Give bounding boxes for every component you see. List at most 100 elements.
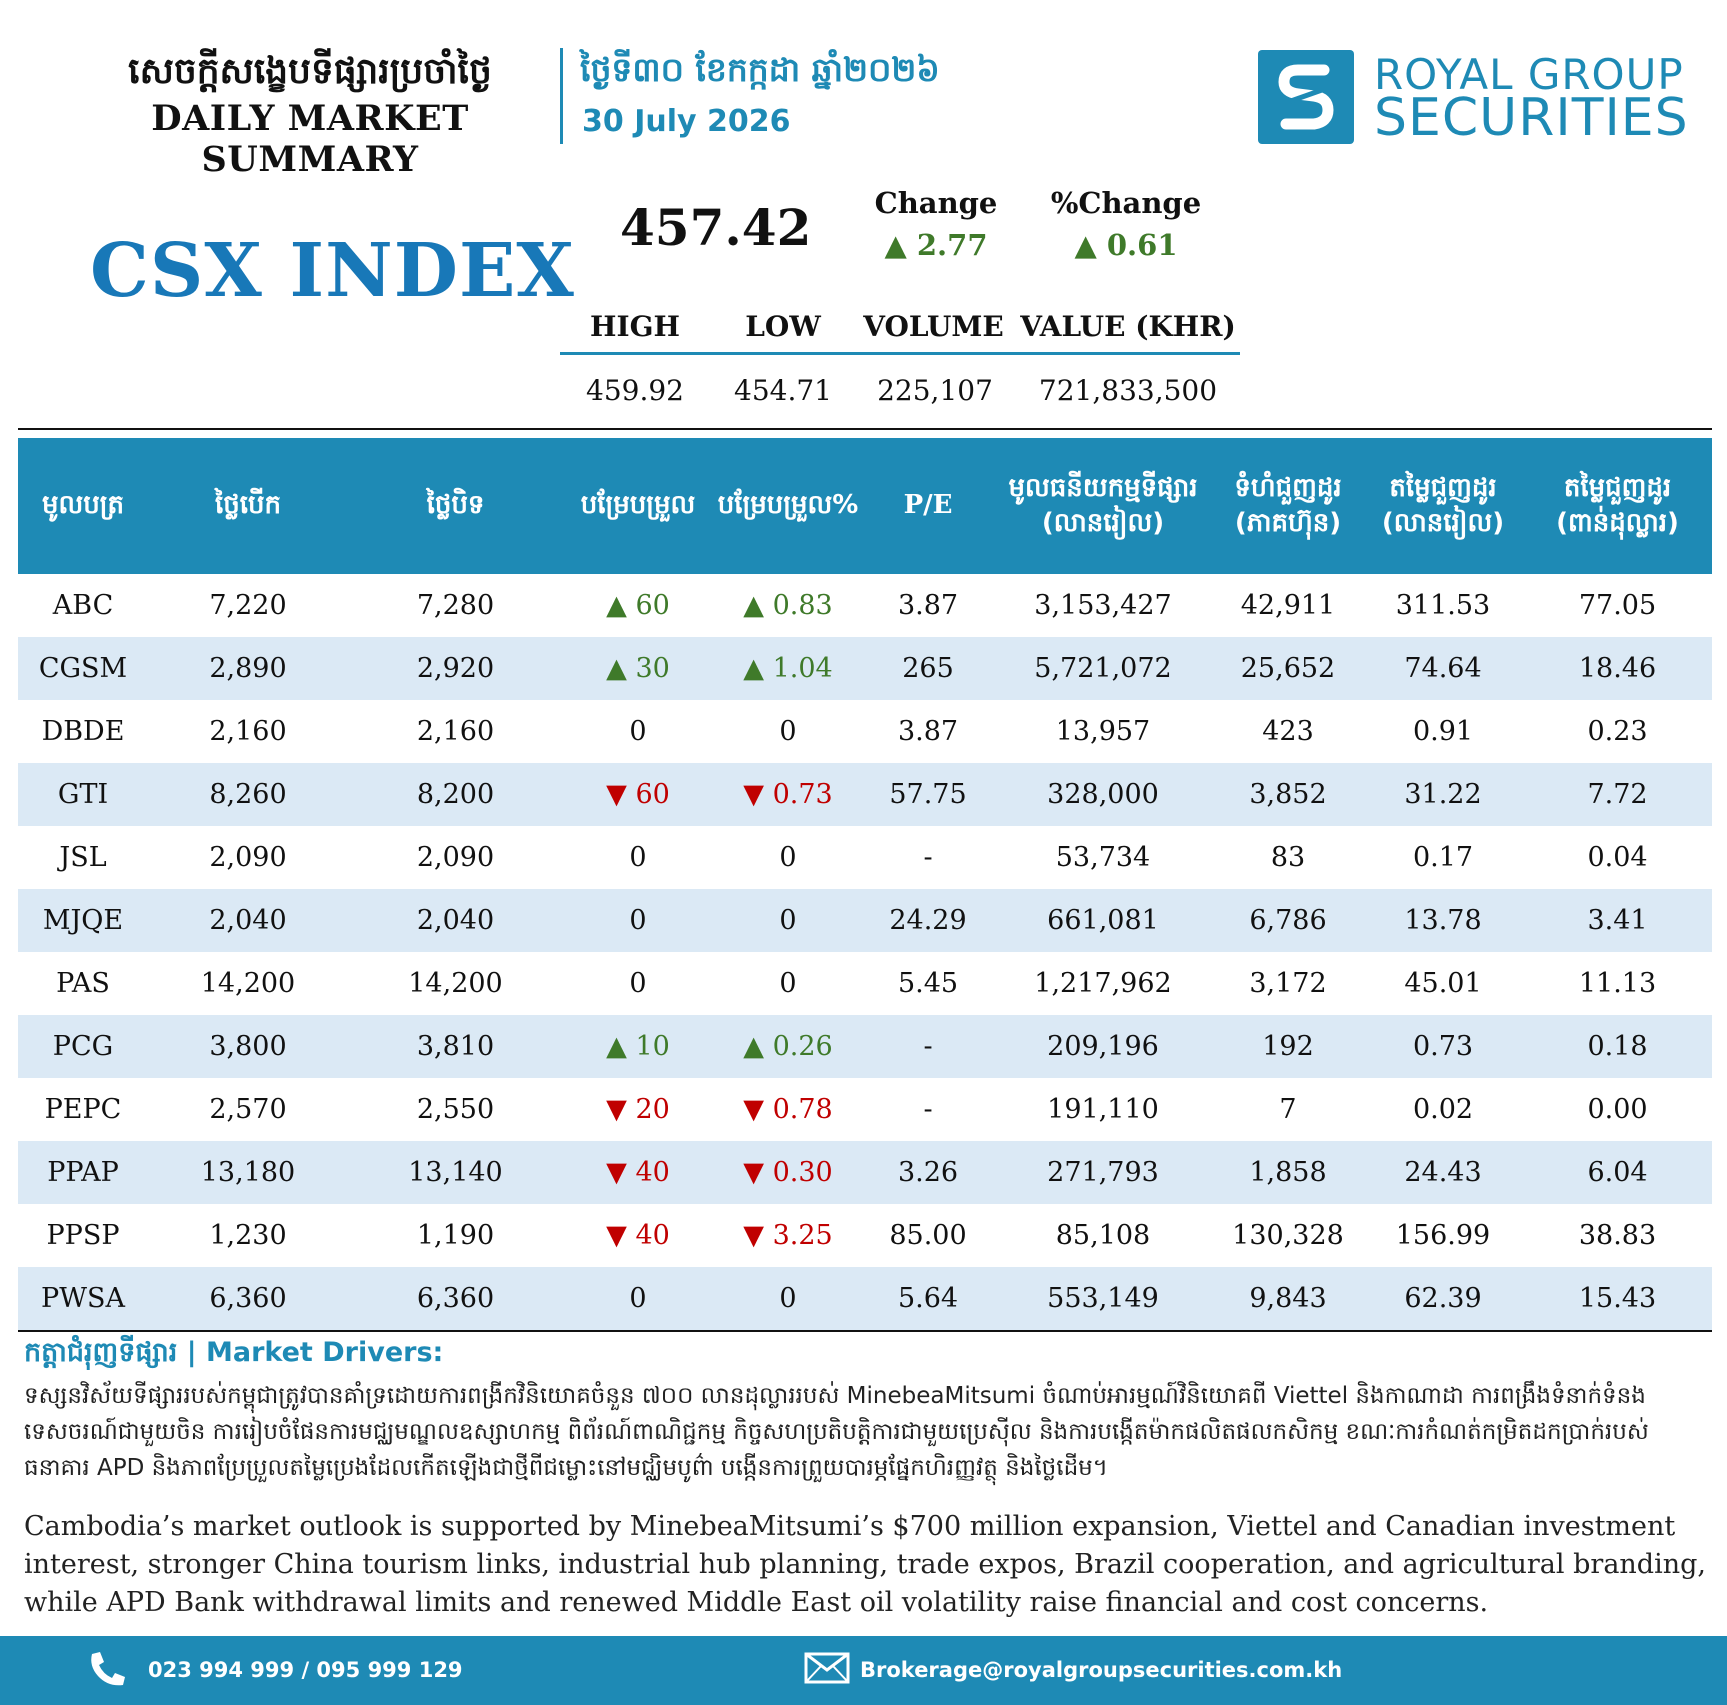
cell-vol: 25,652	[1240, 653, 1336, 684]
change-value: ▲ 2.77	[884, 228, 988, 262]
cell-pct: 0	[779, 968, 797, 999]
cell-val-usd: 38.83	[1578, 1220, 1657, 1251]
cell-close: 2,090	[416, 842, 495, 873]
cell-change: ▲ 30	[606, 653, 670, 684]
cell-close: 2,920	[416, 653, 495, 684]
value-khr-value: 721,833,500	[1038, 374, 1218, 407]
cell-val-riel: 24.43	[1404, 1157, 1482, 1188]
table-row: MJQE 2,040 2,040 0 0 24.29 661,081 6,786 13.78 3.…	[18, 889, 1712, 952]
cell-val-riel: 62.39	[1404, 1283, 1482, 1314]
cell-pe: 265	[902, 653, 954, 684]
cell-vol: 7	[1279, 1094, 1297, 1125]
cell-val-riel: 13.78	[1404, 905, 1482, 936]
cell-mcap: 1,217,962	[1034, 968, 1172, 999]
cell-pct: ▲ 1.04	[743, 653, 833, 684]
high-label: HIGH	[590, 310, 680, 343]
header-value-riel: តម្លៃជួញដូរ (លានរៀល)	[1381, 472, 1505, 538]
cell-pct: ▼ 3.25	[743, 1220, 833, 1251]
header-symbol: មូលបត្រ	[41, 490, 124, 521]
cell-mcap: 3,153,427	[1034, 590, 1172, 621]
cell-close: 8,200	[416, 779, 495, 810]
cell-vol: 1,858	[1249, 1157, 1327, 1188]
table-bottom-rule	[18, 1330, 1712, 1332]
cell-close: 14,200	[408, 968, 503, 999]
header-volume: ទំហំជួញដូរ (ភាគហ៊ុន)	[1234, 472, 1342, 538]
cell-pe: -	[923, 842, 933, 873]
cell-val-riel: 0.17	[1412, 842, 1474, 873]
low-label: LOW	[745, 310, 821, 343]
cell-change: ▼ 40	[606, 1220, 670, 1251]
cell-change: 0	[629, 1283, 647, 1314]
cell-pe: 57.75	[889, 779, 967, 810]
cell-open: 2,890	[209, 653, 287, 684]
cell-mcap: 13,957	[1055, 716, 1151, 747]
table-row: PPAP 13,180 13,140 ▼ 40 ▼ 0.30 3.26 271,793 1,8…	[18, 1141, 1712, 1204]
table-row: PWSA 6,360 6,360 0 0 5.64 553,149 9,843 62.39 15.…	[18, 1267, 1712, 1330]
footer-email[interactable]: Brokerage@royalgroupsecurities.com.kh	[860, 1658, 1343, 1682]
cell-mcap: 328,000	[1047, 779, 1159, 810]
cell-mcap: 5,721,072	[1034, 653, 1172, 684]
report-date-khmer: ថ្ងៃទី៣០ ខែកក្កដា ឆ្នាំ២០២៦	[580, 50, 940, 89]
cell-symbol: CGSM	[38, 653, 128, 684]
cell-open: 2,090	[209, 842, 287, 873]
market-drivers-text-english: Cambodia’s market outlook is supported b…	[24, 1511, 1706, 1618]
securities-table: មូលបត្រ ថ្លៃបើក ថ្លៃបិទ បម្រែបម្រួល បម្រ…	[18, 438, 1712, 1332]
table-row: PEPC 2,570 2,550 ▼ 20 ▼ 0.78 - 191,110 7 0.02 0.0…	[18, 1078, 1712, 1141]
high-value: 459.92	[586, 374, 684, 407]
cell-pct: 0	[779, 905, 797, 936]
stats-underline	[560, 352, 1240, 355]
cell-vol: 9,843	[1249, 1283, 1327, 1314]
cell-pe: 3.87	[897, 716, 959, 747]
report-title-english: DAILY MARKET SUMMARY	[151, 98, 469, 180]
table-header: មូលបត្រ ថ្លៃបើក ថ្លៃបិទ បម្រែបម្រួល បម្រ…	[18, 438, 1712, 574]
cell-close: 13,140	[408, 1157, 503, 1188]
cell-close: 1,190	[416, 1220, 495, 1251]
cell-open: 8,260	[209, 779, 287, 810]
header-change: បម្រែបម្រួល	[580, 490, 696, 521]
cell-val-riel: 45.01	[1404, 968, 1482, 999]
cell-vol: 423	[1262, 716, 1314, 747]
cell-change: ▲ 10	[606, 1031, 670, 1062]
cell-pe: 24.29	[889, 905, 967, 936]
cell-val-usd: 11.13	[1578, 968, 1657, 999]
cell-val-usd: 0.18	[1587, 1031, 1648, 1062]
phone-icon	[86, 1650, 128, 1692]
header-market-cap: មូលធនីយកម្មទីផ្សារ (លានរៀល)	[1008, 472, 1198, 538]
cell-close: 7,280	[416, 590, 495, 621]
cell-symbol: PCG	[52, 1031, 114, 1062]
cell-pe: 5.45	[897, 968, 959, 999]
cell-vol: 6,786	[1249, 905, 1327, 936]
cell-val-usd: 0.23	[1587, 716, 1648, 747]
cell-pct: ▼ 0.78	[743, 1094, 833, 1125]
low-value: 454.71	[734, 374, 832, 407]
cell-val-riel: 0.02	[1412, 1094, 1474, 1125]
cell-open: 2,040	[209, 905, 287, 936]
cell-mcap: 661,081	[1047, 905, 1159, 936]
header-pe: P/E	[903, 490, 953, 521]
cell-close: 3,810	[416, 1031, 495, 1062]
footer-phone[interactable]: 023 994 999 / 095 999 129	[148, 1658, 463, 1682]
report-title-khmer: សេចក្តីសង្ខេបទីផ្សារប្រចាំថ្ងៃ	[128, 51, 492, 92]
cell-symbol: GTI	[57, 779, 109, 810]
cell-symbol: MJQE	[42, 905, 124, 936]
cell-mcap: 553,149	[1047, 1283, 1159, 1314]
cell-val-usd: 0.04	[1587, 842, 1648, 873]
cell-vol: 83	[1270, 842, 1306, 873]
cell-pe: -	[923, 1094, 933, 1125]
cell-mcap: 209,196	[1047, 1031, 1159, 1062]
cell-val-riel: 156.99	[1395, 1220, 1491, 1251]
cell-symbol: DBDE	[41, 716, 125, 747]
section-divider	[18, 428, 1712, 430]
cell-change: 0	[629, 716, 647, 747]
table-row: PAS 14,200 14,200 0 0 5.45 1,217,962 3,172 45.01…	[18, 952, 1712, 1015]
pct-change-label: %Change	[1050, 186, 1202, 220]
table-row: CGSM 2,890 2,920 ▲ 30 ▲ 1.04 265 5,721,072 25,6…	[18, 637, 1712, 700]
cell-pct: 0	[779, 842, 797, 873]
cell-val-usd: 6.04	[1587, 1157, 1648, 1188]
change-label: Change	[874, 186, 998, 220]
cell-symbol: PWSA	[41, 1283, 125, 1314]
cell-symbol: PEPC	[44, 1094, 122, 1125]
pct-change-value: ▲ 0.61	[1074, 228, 1178, 262]
cell-change: ▼ 20	[606, 1094, 670, 1125]
index-value: 457.42	[620, 198, 812, 257]
